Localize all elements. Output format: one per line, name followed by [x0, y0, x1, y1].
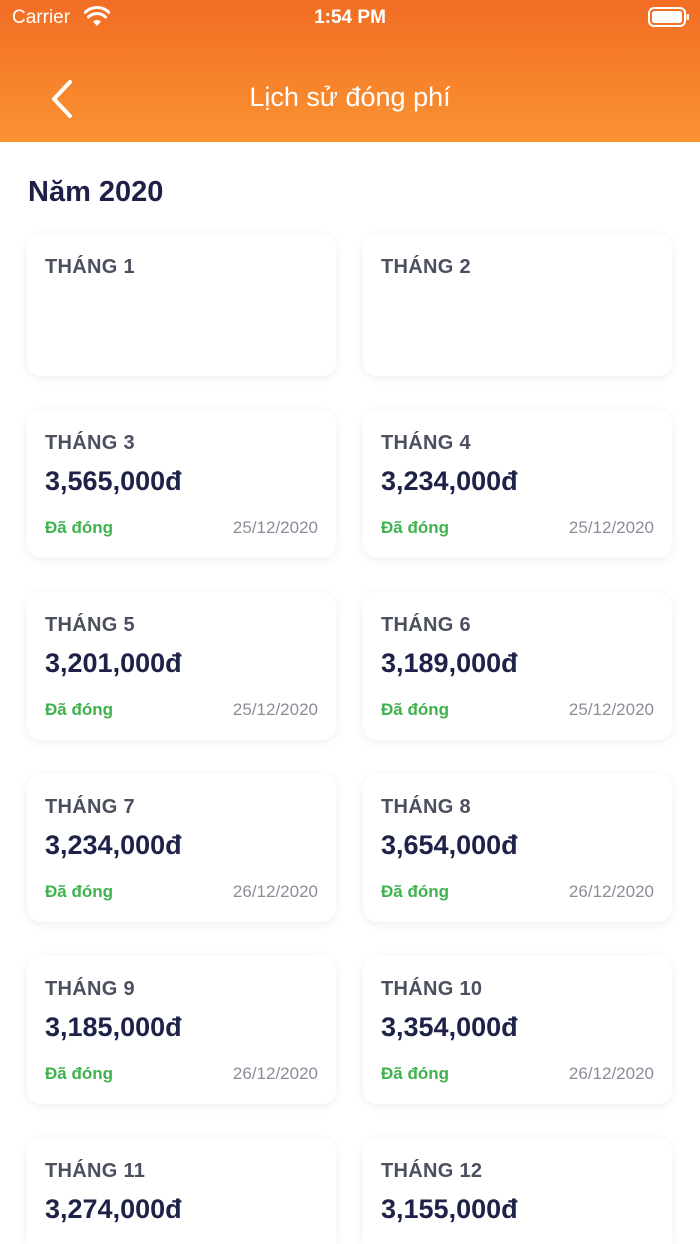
amount-value: 3,354,000đ: [381, 1012, 518, 1042]
carrier-label: Carrier: [12, 7, 71, 28]
month-card[interactable]: THÁNG 10 3,354,000đ Đã đóng 26/12/2020: [363, 956, 672, 1104]
month-label: THÁNG 7: [45, 796, 135, 818]
month-label: THÁNG 10: [381, 978, 483, 1000]
month-card[interactable]: THÁNG 5 3,201,000đ Đã đóng 25/12/2020: [27, 592, 336, 740]
status-paid: Đã đóng: [45, 1064, 113, 1083]
month-card[interactable]: THÁNG 3 3,565,000đ Đã đóng 25/12/2020: [27, 410, 336, 558]
battery-icon: [648, 7, 689, 27]
payment-date: 25/12/2020: [568, 700, 654, 719]
month-card[interactable]: THÁNG 8 3,654,000đ Đã đóng 26/12/2020: [363, 774, 672, 922]
amount-value: 3,274,000đ: [45, 1194, 182, 1224]
month-label: THÁNG 9: [45, 978, 135, 1000]
month-label: THÁNG 12: [381, 1160, 483, 1182]
payment-date: 26/12/2020: [568, 882, 654, 901]
month-label: THÁNG 4: [381, 432, 471, 454]
status-paid: Đã đóng: [381, 1064, 449, 1083]
chevron-left-icon[interactable]: [44, 78, 80, 120]
payment-date: 25/12/2020: [568, 518, 654, 537]
month-card[interactable]: THÁNG 12 3,155,000đ: [363, 1138, 672, 1244]
status-paid: Đã đóng: [45, 700, 113, 719]
status-paid: Đã đóng: [45, 882, 113, 901]
month-label: THÁNG 5: [45, 614, 135, 636]
month-label: THÁNG 6: [381, 614, 471, 636]
month-label: THÁNG 1: [45, 256, 135, 278]
page-title: Lịch sử đóng phí: [249, 82, 451, 112]
month-label: THÁNG 3: [45, 432, 135, 454]
month-card[interactable]: THÁNG 7 3,234,000đ Đã đóng 26/12/2020: [27, 774, 336, 922]
status-paid: Đã đóng: [381, 700, 449, 719]
month-card[interactable]: THÁNG 9 3,185,000đ Đã đóng 26/12/2020: [27, 956, 336, 1104]
payment-date: 25/12/2020: [232, 700, 318, 719]
year-heading: Năm 2020: [28, 176, 164, 208]
header-bar: Carrier 1:54 PM Lịch sử đóng phí: [0, 0, 700, 142]
month-label: THÁNG 2: [381, 256, 471, 278]
amount-value: 3,185,000đ: [45, 1012, 182, 1042]
payment-date: 26/12/2020: [232, 1064, 318, 1083]
month-card[interactable]: THÁNG 6 3,189,000đ Đã đóng 25/12/2020: [363, 592, 672, 740]
status-bar: Carrier 1:54 PM: [0, 0, 700, 36]
status-paid: Đã đóng: [381, 518, 449, 537]
status-paid: Đã đóng: [381, 882, 449, 901]
month-card[interactable]: THÁNG 2: [363, 234, 672, 376]
amount-value: 3,654,000đ: [381, 830, 518, 860]
payment-date: 26/12/2020: [568, 1064, 654, 1083]
month-label: THÁNG 8: [381, 796, 471, 818]
status-time: 1:54 PM: [314, 7, 386, 28]
payment-date: 25/12/2020: [232, 518, 318, 537]
amount-value: 3,234,000đ: [381, 466, 518, 496]
month-card[interactable]: THÁNG 1: [27, 234, 336, 376]
month-card[interactable]: THÁNG 4 3,234,000đ Đã đóng 25/12/2020: [363, 410, 672, 558]
month-card[interactable]: THÁNG 11 3,274,000đ: [27, 1138, 336, 1244]
amount-value: 3,189,000đ: [381, 648, 518, 678]
month-label: THÁNG 11: [45, 1160, 146, 1182]
payment-date: 26/12/2020: [232, 882, 318, 901]
amount-value: 3,155,000đ: [381, 1194, 518, 1224]
amount-value: 3,234,000đ: [45, 830, 182, 860]
status-paid: Đã đóng: [45, 518, 113, 537]
amount-value: 3,201,000đ: [45, 648, 182, 678]
amount-value: 3,565,000đ: [45, 466, 182, 496]
wifi-icon: [84, 6, 110, 26]
